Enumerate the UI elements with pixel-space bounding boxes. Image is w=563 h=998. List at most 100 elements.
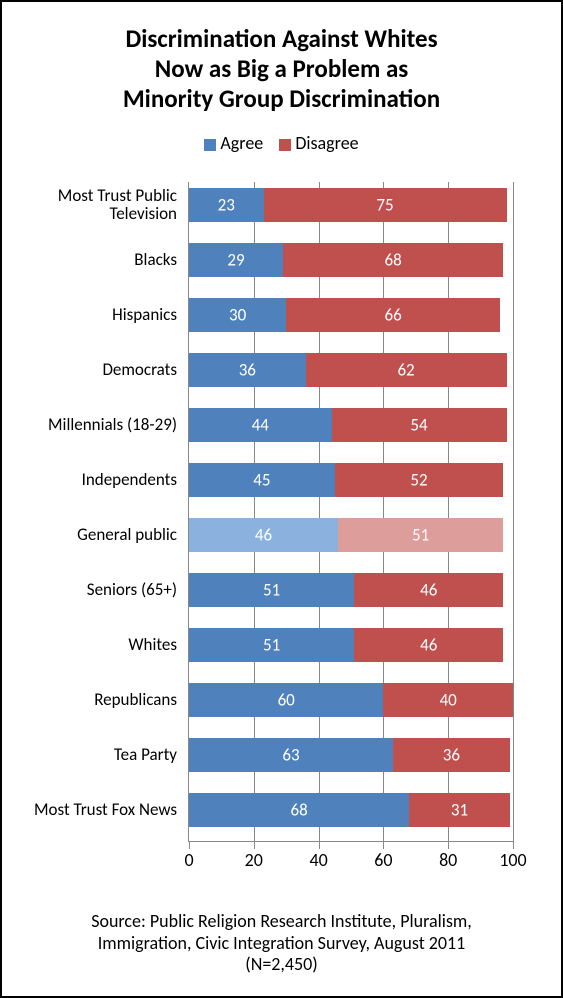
bar-agree: 45 xyxy=(189,463,335,497)
x-tick-label: 80 xyxy=(439,849,457,871)
bar-disagree: 40 xyxy=(383,683,513,717)
bar-row: Republicans6040 xyxy=(189,683,513,717)
bar-disagree: 68 xyxy=(283,243,503,277)
category-label: Hispanics xyxy=(21,306,177,324)
category-label: General public xyxy=(21,526,177,544)
category-label: Independents xyxy=(21,471,177,489)
category-label: Most Trust Public Television xyxy=(21,187,177,223)
source-line-3: (N=2,450) xyxy=(245,953,317,975)
x-tick xyxy=(319,841,320,849)
x-tick-label: 60 xyxy=(374,849,392,871)
bar-agree-value: 60 xyxy=(278,690,295,711)
bar-agree-value: 30 xyxy=(229,305,246,326)
bar-agree: 60 xyxy=(189,683,383,717)
bar-disagree: 66 xyxy=(286,298,500,332)
bar-agree-value: 36 xyxy=(239,360,256,381)
x-tick xyxy=(189,841,190,849)
bar-disagree: 51 xyxy=(338,518,503,552)
legend-disagree: Disagree xyxy=(279,132,358,154)
bar-row: Independents4552 xyxy=(189,463,513,497)
category-label: Democrats xyxy=(21,361,177,379)
legend: Agree Disagree xyxy=(20,132,543,154)
source-citation: Source: Public Religion Research Institu… xyxy=(32,911,531,976)
title-line-3: Minority Group Discrimination xyxy=(123,83,440,114)
bar-row: Hispanics3066 xyxy=(189,298,513,332)
bar-agree: 63 xyxy=(189,738,393,772)
swatch-disagree xyxy=(279,139,291,151)
plot-area: 020406080100Most Trust Public Television… xyxy=(188,182,513,842)
source-line-1: Source: Public Religion Research Institu… xyxy=(91,910,472,932)
bar-agree: 23 xyxy=(189,188,264,222)
category-label: Blacks xyxy=(21,251,177,269)
bar-disagree: 31 xyxy=(409,793,509,827)
bar-disagree-value: 46 xyxy=(420,635,437,656)
bar-row: Democrats3662 xyxy=(189,353,513,387)
bar-disagree-value: 40 xyxy=(440,690,457,711)
x-tick-label: 20 xyxy=(245,849,263,871)
title-line-1: Discrimination Against Whites xyxy=(125,23,437,54)
bar-agree-value: 51 xyxy=(263,635,280,656)
source-line-2: Immigration, Civic Integration Survey, A… xyxy=(98,932,466,954)
bar-agree: 51 xyxy=(189,628,354,662)
category-label: Most Trust Fox News xyxy=(21,801,177,819)
x-tick xyxy=(383,841,384,849)
bar-agree-value: 63 xyxy=(282,745,299,766)
bar-agree-value: 68 xyxy=(291,800,308,821)
bar-row: General public4651 xyxy=(189,518,513,552)
chart-container: Discrimination Against Whites Now as Big… xyxy=(0,0,563,998)
chart-title: Discrimination Against Whites Now as Big… xyxy=(20,24,543,114)
category-label: Seniors (65+) xyxy=(21,581,177,599)
bar-disagree-value: 31 xyxy=(451,800,468,821)
bar-agree: 29 xyxy=(189,243,283,277)
x-tick xyxy=(513,841,514,849)
bar-disagree: 54 xyxy=(332,408,507,442)
bar-row: Blacks2968 xyxy=(189,243,513,277)
legend-agree-label: Agree xyxy=(220,132,263,154)
bar-agree-value: 46 xyxy=(255,525,272,546)
gridline xyxy=(513,182,514,841)
x-tick-label: 40 xyxy=(309,849,327,871)
bar-disagree: 52 xyxy=(335,463,503,497)
x-tick-label: 100 xyxy=(499,849,526,871)
legend-agree: Agree xyxy=(204,132,263,154)
bar-agree: 46 xyxy=(189,518,338,552)
category-label: Republicans xyxy=(21,691,177,709)
bar-disagree-value: 62 xyxy=(397,360,414,381)
category-label: Tea Party xyxy=(21,746,177,764)
bar-row: Seniors (65+)5146 xyxy=(189,573,513,607)
bar-disagree: 62 xyxy=(306,353,507,387)
bar-disagree-value: 46 xyxy=(420,580,437,601)
bar-disagree-value: 54 xyxy=(410,415,427,436)
bar-agree-value: 23 xyxy=(218,195,235,216)
bar-disagree-value: 68 xyxy=(384,250,401,271)
bar-disagree-value: 52 xyxy=(410,470,427,491)
bar-disagree: 36 xyxy=(393,738,510,772)
bar-agree: 51 xyxy=(189,573,354,607)
bar-agree: 44 xyxy=(189,408,332,442)
bar-agree: 30 xyxy=(189,298,286,332)
bar-row: Whites5146 xyxy=(189,628,513,662)
legend-disagree-label: Disagree xyxy=(295,132,358,154)
bar-agree-value: 45 xyxy=(253,470,270,491)
category-label: Millennials (18-29) xyxy=(21,416,177,434)
bar-row: Millennials (18-29)4454 xyxy=(189,408,513,442)
bar-disagree-value: 66 xyxy=(384,305,401,326)
x-tick-label: 0 xyxy=(184,849,193,871)
bar-disagree-value: 51 xyxy=(412,525,429,546)
category-label: Whites xyxy=(21,636,177,654)
bar-agree: 68 xyxy=(189,793,409,827)
title-line-2: Now as Big a Problem as xyxy=(155,53,409,84)
bar-disagree: 75 xyxy=(264,188,507,222)
bar-agree-value: 29 xyxy=(227,250,244,271)
bar-row: Tea Party6336 xyxy=(189,738,513,772)
bar-row: Most Trust Fox News6831 xyxy=(189,793,513,827)
bar-disagree-value: 36 xyxy=(443,745,460,766)
bar-disagree: 46 xyxy=(354,573,503,607)
bar-agree-value: 51 xyxy=(263,580,280,601)
bar-disagree: 46 xyxy=(354,628,503,662)
bar-disagree-value: 75 xyxy=(376,195,393,216)
bar-row: Most Trust Public Television2375 xyxy=(189,188,513,222)
bar-agree-value: 44 xyxy=(252,415,269,436)
bar-agree: 36 xyxy=(189,353,306,387)
swatch-agree xyxy=(204,139,216,151)
